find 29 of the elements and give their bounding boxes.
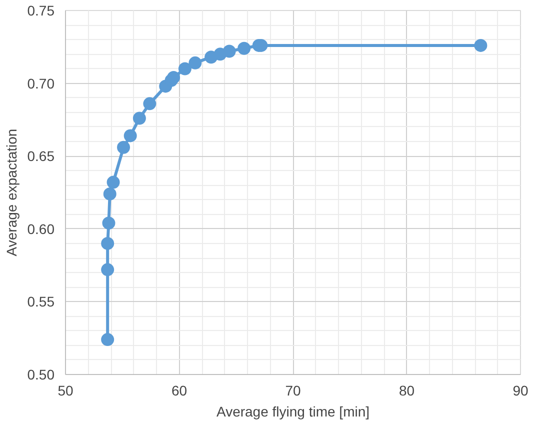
- x-tick-label: 70: [285, 382, 301, 398]
- point: [101, 236, 114, 250]
- y-tick-label: 0.55: [27, 294, 55, 310]
- point: [103, 187, 116, 200]
- point: [106, 176, 120, 189]
- x-tick-label: 80: [398, 382, 415, 398]
- x-tick-label: 60: [171, 382, 188, 398]
- point: [178, 62, 192, 76]
- y-axis-title: Average expactation: [3, 128, 20, 256]
- x-axis-title: Average flying time [min]: [216, 404, 370, 420]
- y-tick-label: 0.50: [27, 366, 55, 382]
- point: [143, 97, 156, 110]
- point: [188, 56, 202, 70]
- y-tick-label: 0.70: [27, 75, 55, 92]
- x-tick-label: 50: [58, 382, 74, 398]
- point: [117, 140, 130, 154]
- point: [101, 263, 114, 276]
- x-tick-label: 90: [512, 382, 528, 398]
- point: [102, 216, 116, 230]
- point: [167, 70, 180, 84]
- y-tick-label: 0.65: [27, 148, 55, 164]
- point: [474, 38, 488, 52]
- y-tick-label: 0.60: [27, 220, 55, 237]
- point: [132, 112, 146, 125]
- y-tick-label: 0.75: [27, 2, 55, 18]
- point: [101, 333, 114, 346]
- point: [222, 44, 236, 58]
- point: [124, 129, 137, 142]
- point: [238, 42, 251, 55]
